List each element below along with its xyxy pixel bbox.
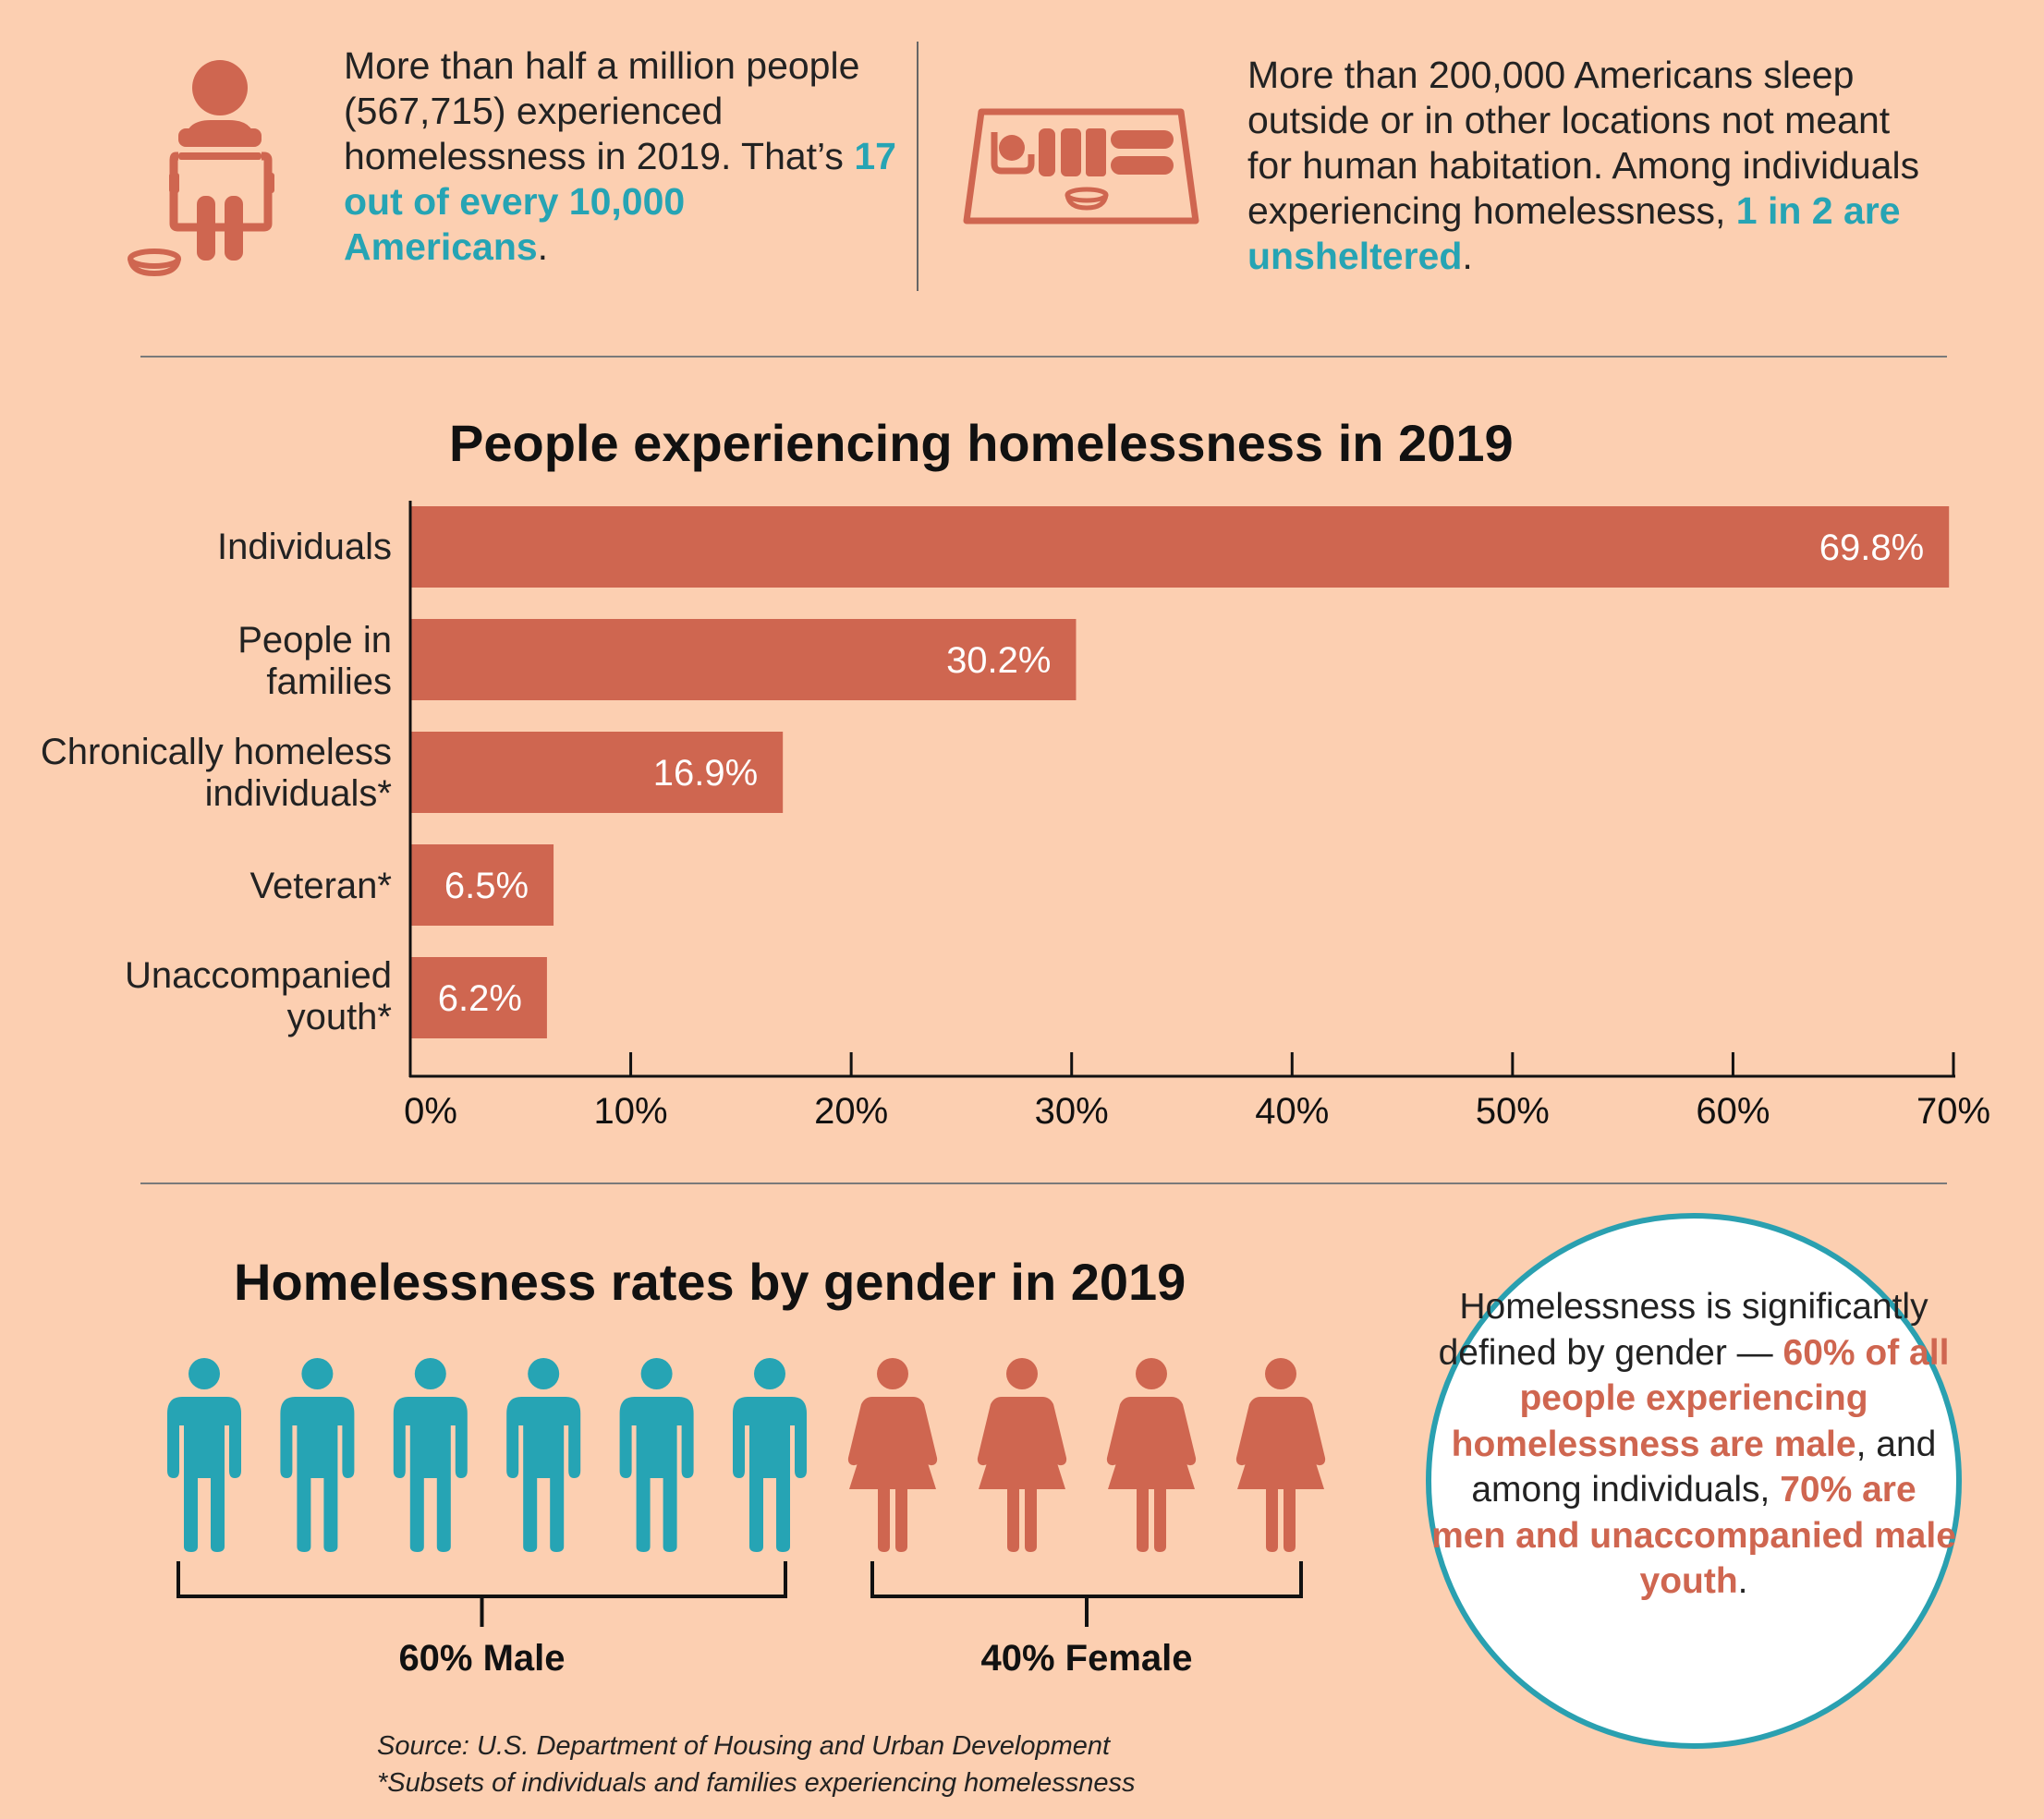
bar-value-label: 6.5%	[444, 866, 529, 906]
source-note: Source: U.S. Department of Housing and U…	[377, 1731, 1111, 1761]
bar-value-label: 6.2%	[438, 978, 522, 1019]
callout-text-part: .	[1737, 1561, 1748, 1601]
bar-individuals	[410, 506, 1950, 588]
female-label: 40% Female	[980, 1638, 1192, 1679]
category-label-line: youth*	[286, 997, 392, 1037]
stat-right-text: More than 200,000 Americans sleep outsid…	[1247, 54, 1920, 232]
callout-text: Homelessness is significantly defined by…	[1430, 1284, 1957, 1605]
stat-right-end: .	[1462, 235, 1473, 277]
x-tick-label: 10%	[594, 1091, 668, 1132]
subset-footnote: *Subsets of individuals and families exp…	[377, 1768, 1136, 1798]
female-figure-icon	[1106, 1358, 1197, 1552]
bar-chart: 69.8% 30.2% 16.9% 6.5% 6.2% 0% 10% 20% 30% 40% 50%…	[404, 501, 1990, 1132]
male-figure-icon	[506, 1358, 581, 1552]
male-figure-icon	[167, 1358, 241, 1552]
category-label-line: Chronically homeless	[40, 732, 392, 772]
category-label-individuals: Individuals	[217, 527, 392, 568]
x-tick-label: 0%	[404, 1091, 457, 1132]
category-label-line: Veteran*	[249, 866, 392, 906]
stat-right: More than 200,000 Americans sleep outsid…	[1247, 53, 1941, 279]
callout-text-part: , and among individuals,	[1471, 1424, 1937, 1510]
male-figure-icon	[733, 1358, 807, 1552]
callout-circle	[1426, 1213, 1962, 1749]
stat-left-text: More than half a million people (567,715…	[344, 44, 860, 177]
x-tick-label: 70%	[1916, 1091, 1990, 1132]
figure-head	[877, 1358, 908, 1389]
x-tick-label: 50%	[1476, 1091, 1550, 1132]
figure-body	[1106, 1397, 1197, 1552]
callout-highlight-men-youth: 70% are men and unaccompanied male youth	[1431, 1470, 1956, 1601]
figure-head	[189, 1358, 220, 1389]
x-tick-label: 30%	[1035, 1091, 1109, 1132]
x-tick-label: 20%	[814, 1091, 888, 1132]
category-label-line: families	[266, 661, 392, 702]
category-label-line: individuals*	[204, 773, 392, 814]
category-label-unaccompanied-youth: Unaccompanied youth*	[125, 955, 392, 1038]
figure-body	[393, 1397, 468, 1552]
figure-head	[1006, 1358, 1038, 1389]
female-figure-icon	[847, 1358, 938, 1552]
bar-chronically-homeless-individuals	[410, 732, 784, 813]
x-tick-label: 60%	[1696, 1091, 1770, 1132]
gender-section-title: Homelessness rates by gender in 2019	[234, 1253, 1186, 1311]
figure-body	[280, 1397, 355, 1552]
category-label-line: People in	[237, 620, 392, 661]
bar-people-in-families	[410, 619, 1077, 700]
category-label-chronically-homeless: Chronically homeless individuals*	[41, 732, 392, 815]
section-divider-top	[140, 356, 1947, 358]
stat-left-end: .	[537, 225, 549, 268]
person-holding-sign-icon	[128, 60, 274, 277]
callout-highlight-male-share: 60% of all people experiencing homelessn…	[1451, 1332, 1950, 1464]
category-label-line: Unaccompanied	[124, 955, 392, 996]
figure-head	[414, 1358, 446, 1389]
male-figure-icon	[280, 1358, 355, 1552]
figure-head	[301, 1358, 334, 1389]
category-label-line: Individuals	[216, 527, 392, 567]
bar-veteran	[410, 844, 554, 926]
male-label: 60% Male	[398, 1638, 565, 1679]
person-sleeping-on-mat-icon	[963, 108, 1199, 224]
figure-body	[167, 1397, 241, 1552]
bar-chart-title: People experiencing homelessness in 2019	[449, 414, 1514, 472]
male-figure-icon	[393, 1358, 468, 1552]
female-figure-icon	[1235, 1358, 1326, 1552]
figure-head	[1265, 1358, 1296, 1389]
category-label-people-in-families: People in families	[237, 620, 392, 703]
bar-value-label: 69.8%	[1819, 528, 1924, 568]
figure-body	[619, 1397, 694, 1552]
callout-text-part: Homelessness is significantly defined by…	[1438, 1287, 1928, 1373]
figure-head	[640, 1358, 673, 1389]
bar-value-label: 16.9%	[653, 753, 758, 794]
female-bracket	[870, 1561, 1303, 1627]
figure-body	[1235, 1397, 1326, 1552]
stat-left-highlight: 17 out of every 10,000 Americans	[344, 135, 896, 268]
stat-left: More than half a million people (567,715…	[344, 43, 898, 270]
x-tick-label: 40%	[1255, 1091, 1329, 1132]
figure-body	[847, 1397, 938, 1552]
figure-body	[733, 1397, 807, 1552]
gender-pictograph: 60% Male 40% Female	[167, 1358, 1326, 1679]
bar-value-label: 30.2%	[946, 640, 1051, 681]
bar-unaccompanied-youth	[410, 957, 547, 1038]
figure-head	[528, 1358, 560, 1389]
figure-body	[977, 1397, 1067, 1552]
male-bracket	[176, 1561, 787, 1627]
figure-head	[1136, 1358, 1167, 1389]
stats-divider	[917, 42, 919, 291]
figure-head	[754, 1358, 785, 1389]
section-divider-bottom	[140, 1182, 1947, 1184]
figure-body	[506, 1397, 581, 1552]
footer: Source: U.S. Department of Housing and U…	[377, 1728, 1136, 1801]
category-label-veteran: Veteran*	[250, 866, 392, 907]
female-figure-icon	[977, 1358, 1067, 1552]
stat-right-highlight: 1 in 2 are unsheltered	[1247, 189, 1901, 277]
male-figure-icon	[619, 1358, 694, 1552]
